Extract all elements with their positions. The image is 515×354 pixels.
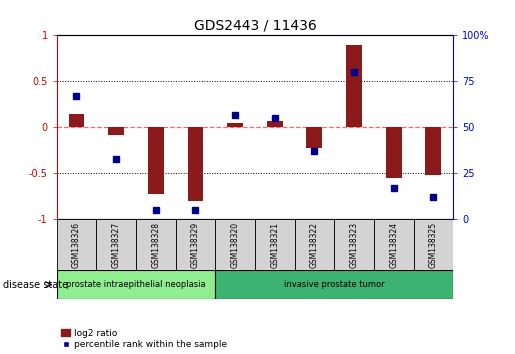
Text: GSM138323: GSM138323	[350, 222, 358, 268]
Text: GSM138328: GSM138328	[151, 222, 160, 268]
Text: GSM138326: GSM138326	[72, 222, 81, 268]
Bar	[374, 219, 414, 271]
Bar	[425, 127, 441, 175]
Text: disease state: disease state	[3, 280, 67, 290]
Text: GSM138321: GSM138321	[270, 222, 279, 268]
Bar	[227, 123, 243, 127]
Bar	[57, 219, 96, 271]
Bar	[306, 127, 322, 148]
Text: GSM138320: GSM138320	[231, 222, 239, 268]
Text: GSM138324: GSM138324	[389, 222, 398, 268]
Bar	[108, 127, 124, 135]
Bar	[136, 219, 176, 271]
Bar	[215, 219, 255, 271]
Legend: log2 ratio, percentile rank within the sample: log2 ratio, percentile rank within the s…	[61, 329, 227, 349]
Title: GDS2443 / 11436: GDS2443 / 11436	[194, 19, 316, 33]
Text: GSM138322: GSM138322	[310, 222, 319, 268]
Bar	[148, 127, 164, 194]
Bar	[267, 121, 283, 127]
Bar	[334, 219, 374, 271]
Bar	[96, 219, 136, 271]
Bar	[68, 114, 84, 127]
Text: prostate intraepithelial neoplasia: prostate intraepithelial neoplasia	[66, 280, 206, 289]
Bar	[386, 127, 402, 178]
Text: invasive prostate tumor: invasive prostate tumor	[284, 280, 385, 289]
Bar	[255, 219, 295, 271]
Text: GSM138329: GSM138329	[191, 222, 200, 268]
Bar	[346, 45, 362, 127]
Bar	[215, 270, 453, 299]
Text: GSM138325: GSM138325	[429, 222, 438, 268]
Bar	[414, 219, 453, 271]
Bar	[57, 270, 215, 299]
Bar	[187, 127, 203, 201]
Bar	[295, 219, 334, 271]
Bar	[176, 219, 215, 271]
Text: GSM138327: GSM138327	[112, 222, 121, 268]
